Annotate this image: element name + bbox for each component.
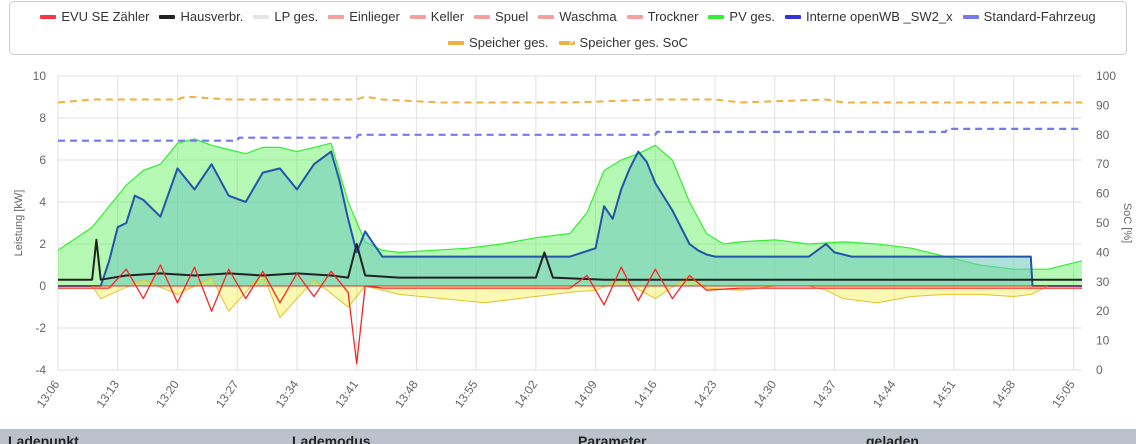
legend-label: PV ges. [729,9,775,24]
series-interne-openwb-sw2-x-line [58,150,1082,287]
y-tick-label: 2 [39,237,46,251]
series-speicher-ges-area [58,273,1082,318]
legend-item-waschma[interactable]: Waschma [538,9,617,24]
legend-swatch [626,14,643,19]
header-ladepunkt: Ladepunkt [8,433,79,444]
legend-item-evu-se-z-hler[interactable]: EVU SE Zähler [40,9,149,24]
series-hausverbr-line [58,238,1082,281]
legend-swatch [328,14,345,19]
x-tick-label: 14:02 [512,377,541,410]
y2-tick-label: 60 [1096,187,1110,201]
legend-swatch [474,14,491,19]
legend-item-pv-ges[interactable]: PV ges. [708,9,775,24]
header-geladen: geladen [866,433,919,444]
legend-label: EVU SE Zähler [61,9,150,24]
y-tick-label: 4 [39,195,46,209]
header-parameter: Parameter [578,433,647,444]
legend-swatch [962,14,979,19]
y2-tick-label: 0 [1096,363,1103,377]
series-evu-se-z-hler-line [58,264,1082,365]
legend-swatch [40,14,57,19]
y2-tick-label: 20 [1096,304,1110,318]
x-tick-label: 13:34 [273,377,302,410]
legend-item-hausverbr[interactable]: Hausverbr. [159,9,243,24]
y2-tick-label: 80 [1096,128,1110,142]
legend-item-speicher-ges[interactable]: Speicher ges. [448,35,549,50]
legend-label: Einlieger [349,9,400,24]
legend-swatch [708,14,725,19]
legend-label: Standard-Fahrzeug [983,9,1096,24]
series-pv-ges-line [57,138,1083,270]
legend-item-keller[interactable]: Keller [409,9,465,24]
legend-item-speicher-ges-soc[interactable]: Speicher ges. SoC [558,35,688,50]
x-tick-label: 13:48 [392,377,421,410]
legend-label: Interne openWB _SW2_x [805,9,953,24]
legend-swatch [784,14,801,19]
x-tick-label: 14:44 [870,377,899,410]
x-tick-label: 13:55 [452,377,481,410]
legend-row-1: EVU SE Zähler Hausverbr. LP ges. Einlieger K… [10,9,1126,24]
header-lademodus: Lademodus [292,433,371,444]
legend-row-2: Speicher ges. Speicher ges. SoC [10,35,1126,50]
legend-label: LP ges. [274,9,319,24]
x-tick-label: 14:30 [751,377,780,410]
legend-swatch [159,14,176,19]
y-tick-label: 6 [39,153,46,167]
x-tick-label: 14:09 [571,377,600,410]
y-axis-title: Leistung [kW] [13,190,25,257]
y2-tick-label: 40 [1096,245,1110,259]
x-tick-label: 15:05 [1049,377,1078,410]
y2-axis-title: SoC [%] [1121,203,1133,243]
legend-swatch [448,40,465,45]
y2-tick-label: 10 [1096,334,1110,348]
y-tick-label: -2 [35,321,46,335]
legend-swatch [409,14,426,19]
y2-tick-label: 70 [1096,157,1110,171]
legend-label: Hausverbr. [180,9,244,24]
table-header: Ladepunkt Lademodus Parameter geladen [0,429,1136,444]
series-interne-openwb-sw2-x-area [58,151,1082,286]
x-tick-label: 14:37 [810,377,839,410]
legend-label: Spuel [495,9,529,24]
y2-tick-label: 30 [1096,275,1110,289]
y-tick-label: 10 [33,69,47,83]
y2-tick-label: 100 [1096,69,1116,83]
legend-item-lp-ges[interactable]: LP ges. [253,9,318,24]
legend-item-einlieger[interactable]: Einlieger [328,9,400,24]
legend-item-standard-fahrzeug[interactable]: Standard-Fahrzeug [962,9,1096,24]
legend-swatch [558,40,575,45]
series-standard-fahrzeug-line [58,127,1082,142]
legend-label: Trockner [647,9,699,24]
y-tick-label: 0 [39,279,46,293]
legend-label: Keller [430,9,465,24]
x-tick-label: 13:06 [34,377,63,410]
x-tick-label: 14:51 [930,377,959,410]
x-tick-label: 13:41 [332,377,361,410]
legend-label: Waschma [559,9,617,24]
y2-tick-label: 90 [1096,98,1110,112]
series-speicher-ges-line [58,272,1082,318]
y-tick-label: 8 [39,111,46,125]
x-tick-label: 13:13 [93,377,122,410]
y-tick-label: -4 [35,363,46,377]
x-tick-label: 13:20 [153,377,182,410]
legend-item-trockner[interactable]: Trockner [626,9,699,24]
legend-item-spuel[interactable]: Spuel [474,9,528,24]
x-tick-label: 14:23 [691,377,720,410]
legend-label: Speicher ges. SoC [579,35,688,50]
legend-item-interne-openwb-sw2-x[interactable]: Interne openWB _SW2_x [784,9,953,24]
legend-swatch [253,14,270,19]
chart-legend: EVU SE Zähler Hausverbr. LP ges. Einlieger K… [9,1,1127,55]
legend-label: Speicher ges. [469,35,549,50]
series-speicher-ges-soc-line [57,95,1082,104]
x-tick-label: 13:27 [213,377,242,410]
x-tick-label: 14:58 [989,377,1018,410]
y2-tick-label: 50 [1096,216,1110,230]
x-tick-label: 14:16 [631,377,660,410]
legend-swatch [538,14,555,19]
